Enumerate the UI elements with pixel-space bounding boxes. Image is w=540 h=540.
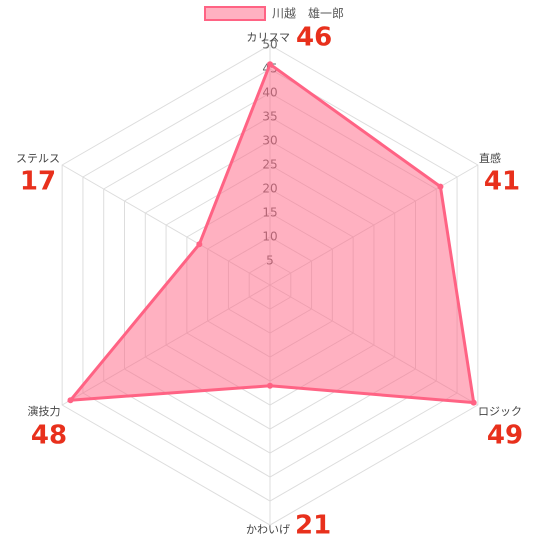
radar-point xyxy=(67,397,74,404)
radar-point xyxy=(437,183,444,190)
value-label: 21 xyxy=(295,511,331,540)
legend-label[interactable]: 川越 雄一郎 xyxy=(272,6,344,21)
axis-label: カリスマ xyxy=(246,31,290,44)
radar-point xyxy=(267,61,273,68)
legend-swatch[interactable] xyxy=(204,6,266,21)
radar-point xyxy=(196,241,203,248)
value-label: 48 xyxy=(31,421,67,451)
axis-label: ステルス xyxy=(16,152,60,165)
axis-label: 直感 xyxy=(479,151,501,165)
value-label: 46 xyxy=(296,23,332,53)
radar-point xyxy=(267,382,273,389)
value-label: 41 xyxy=(484,167,520,197)
axis-label: ロジック xyxy=(478,405,522,418)
value-label: 49 xyxy=(487,421,523,451)
axis-label: 演技力 xyxy=(28,404,61,418)
radar-point xyxy=(470,399,477,406)
axis-label: かわいげ xyxy=(246,523,290,536)
r-tick-label: 50 xyxy=(262,38,277,52)
value-label: 17 xyxy=(20,167,56,197)
radar-area xyxy=(67,61,476,405)
